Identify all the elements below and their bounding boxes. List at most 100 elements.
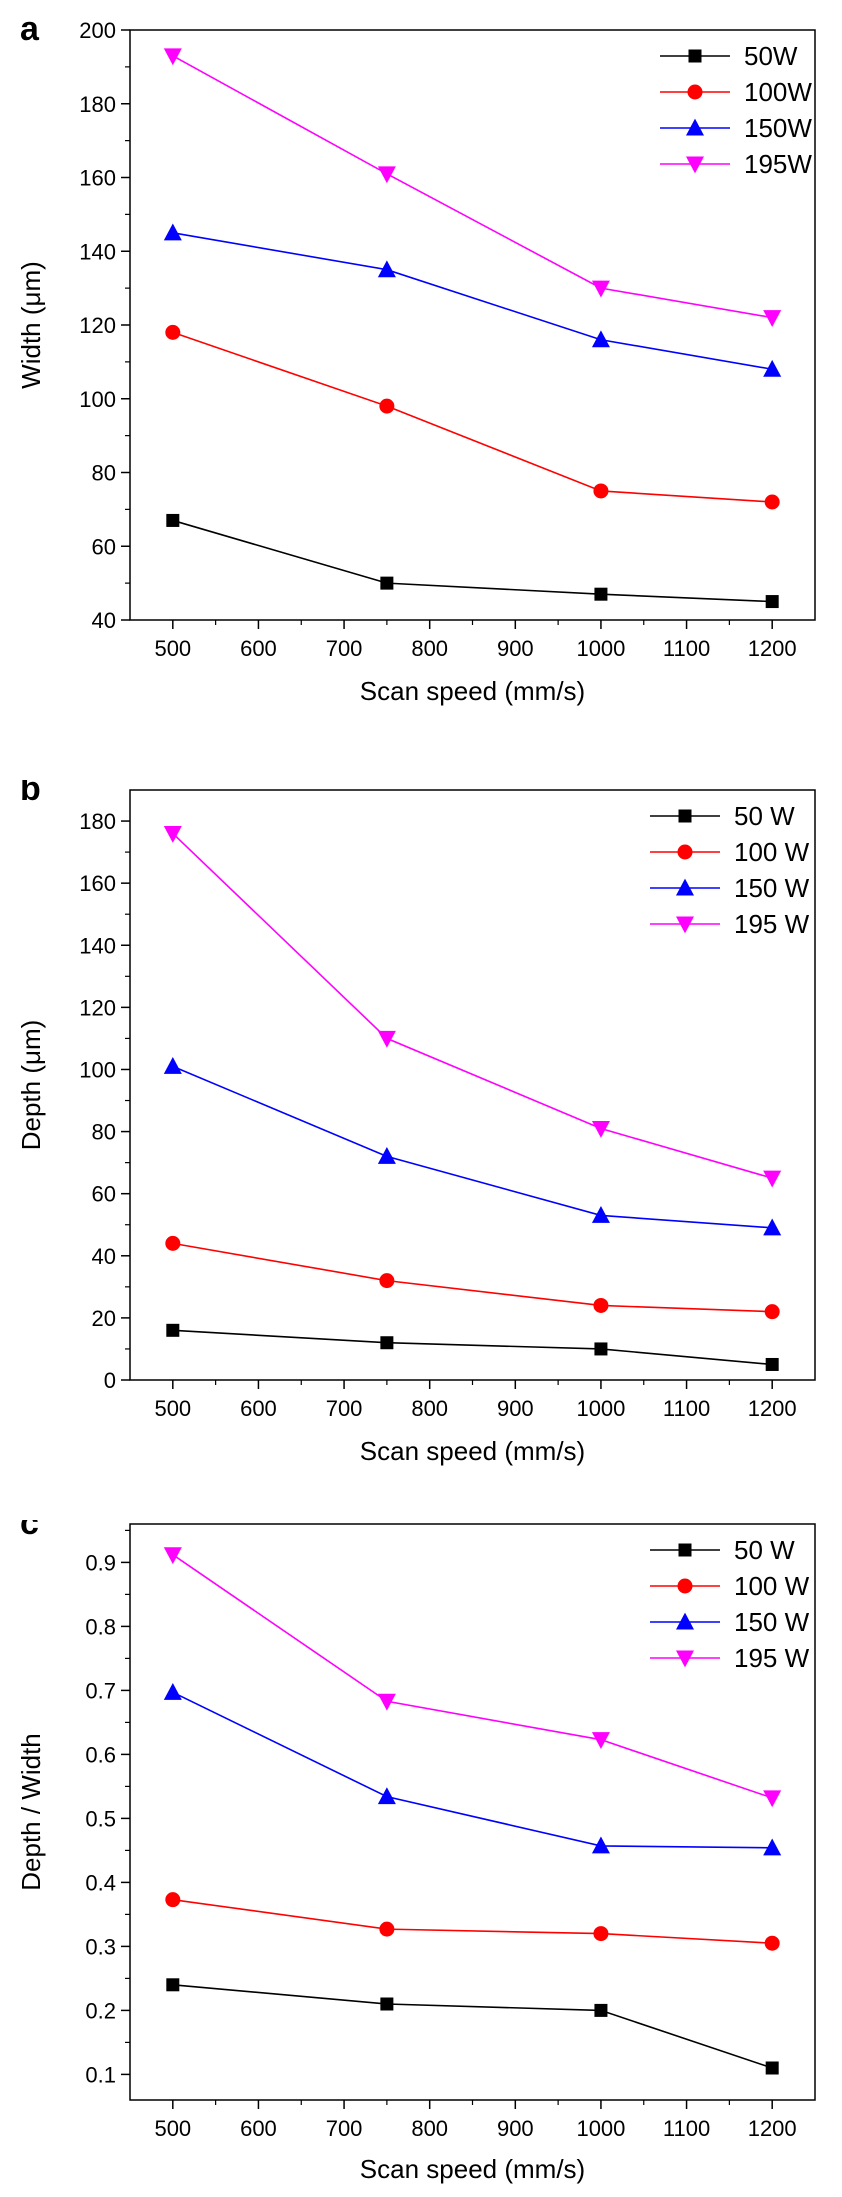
- chart-panel-c: c 500 600 700 800 900 1000 1100 1200 0.1 0.2 0.3 0.4…: [0, 1504, 842, 2192]
- y-tick-label: 0: [104, 1368, 116, 1393]
- y-tick-label: 0.5: [85, 1806, 116, 1831]
- x-tick-label: 900: [497, 636, 534, 661]
- x-tick-label: 1000: [576, 1396, 625, 1421]
- data-point: [163, 48, 182, 66]
- legend-marker: [676, 916, 694, 934]
- y-tick-label: 180: [79, 92, 116, 117]
- legend-marker: [677, 844, 693, 860]
- legend-label: 150 W: [734, 1607, 810, 1637]
- legend-label: 150W: [744, 113, 812, 143]
- data-point: [765, 2061, 779, 2075]
- chart-svg: c 500 600 700 800 900 1000 1100 1200 0.1 0.2 0.3 0.4…: [16, 1504, 816, 2184]
- legend-marker: [686, 156, 704, 174]
- x-tick-label: 500: [154, 636, 191, 661]
- data-point: [166, 1323, 180, 1337]
- plot-frame: [129, 789, 816, 1381]
- series-195w: [163, 48, 782, 327]
- x-tick-label: 1000: [576, 636, 625, 661]
- data-point: [166, 513, 180, 527]
- x-tick-label: 1200: [748, 636, 797, 661]
- y-tick-label: 40: [92, 1244, 116, 1269]
- data-point: [594, 1342, 608, 1356]
- data-point: [165, 324, 181, 340]
- series-line: [172, 1691, 773, 1849]
- series-line: [172, 1554, 773, 1799]
- x-tick-label: 1100: [663, 2116, 710, 2141]
- panel-letter: a: [20, 10, 40, 48]
- series-line: [172, 331, 773, 503]
- data-point: [163, 825, 182, 843]
- panel-letter: c: [20, 1520, 39, 1542]
- x-tick-label: 1000: [576, 2116, 625, 2141]
- y-tick-label: 0.1: [85, 2062, 116, 2087]
- data-point: [591, 1836, 610, 1854]
- data-point: [765, 1357, 779, 1371]
- series-100w: [165, 1892, 780, 1951]
- y-tick-label: 160: [79, 871, 116, 896]
- data-point: [765, 595, 779, 609]
- legend-marker: [687, 84, 703, 100]
- chart-panel-b: b 500 600 700 800 900 1000 1100 1200 0 20 40 60 80 100…: [0, 770, 842, 1480]
- legend-marker: [678, 1543, 692, 1557]
- legend-label: 100 W: [734, 1571, 810, 1601]
- series-line: [172, 55, 773, 319]
- series-50w: [166, 1978, 779, 2075]
- y-tick-label: 80: [92, 461, 116, 486]
- data-point: [163, 1682, 182, 1700]
- y-tick-label: 60: [92, 534, 116, 559]
- plot-frame: [129, 29, 816, 621]
- y-tick-label: 0.7: [85, 1678, 116, 1703]
- y-tick-label: 0.9: [85, 1550, 116, 1575]
- y-tick-label: 120: [79, 995, 116, 1020]
- data-point: [379, 1273, 395, 1289]
- series-100w: [165, 1235, 780, 1320]
- y-tick-label: 140: [79, 933, 116, 958]
- y-tick-label: 160: [79, 166, 116, 191]
- legend-label: 100W: [744, 77, 812, 107]
- data-point: [377, 1147, 396, 1164]
- chart-svg: a 500 600 700 800 900 1000 1100 1200 40 60 80 100 120…: [16, 10, 816, 706]
- legend-label: 150 W: [734, 873, 810, 903]
- y-tick-label: 40: [92, 608, 116, 633]
- series-150w: [163, 223, 782, 377]
- x-tick-label: 600: [240, 2116, 277, 2141]
- data-point: [380, 1997, 394, 2011]
- x-tick-label: 700: [326, 1396, 363, 1421]
- y-tick-label: 0.4: [85, 1870, 116, 1895]
- series-line: [172, 1329, 773, 1366]
- y-axis-title: Depth / Width: [16, 1733, 46, 1891]
- data-point: [591, 330, 610, 348]
- legend-marker: [676, 1650, 694, 1668]
- y-axis-title: Depth (μm): [16, 1020, 46, 1151]
- legend-label: 195 W: [734, 1643, 810, 1673]
- data-point: [593, 1297, 609, 1313]
- x-axis-title: Scan speed (mm/s): [360, 1436, 585, 1466]
- series-line: [172, 832, 773, 1179]
- y-tick-label: 140: [79, 239, 116, 264]
- legend-label: 100 W: [734, 837, 810, 867]
- data-point: [593, 1926, 609, 1942]
- data-point: [380, 576, 394, 590]
- y-tick-label: 60: [92, 1182, 116, 1207]
- y-tick-label: 0.3: [85, 1934, 116, 1959]
- data-point: [379, 398, 395, 414]
- series-195w: [163, 825, 782, 1188]
- y-tick-label: 80: [92, 1120, 116, 1145]
- legend: 50 W 100 W 150 W 195 W: [650, 801, 810, 939]
- data-point: [163, 1056, 182, 1074]
- data-point: [163, 1547, 182, 1565]
- data-point: [591, 1732, 610, 1750]
- data-point: [591, 1206, 610, 1223]
- x-tick-label: 1100: [663, 1396, 710, 1421]
- data-point: [377, 1787, 396, 1805]
- x-tick-label: 800: [411, 2116, 448, 2141]
- data-point: [591, 280, 610, 298]
- series-line: [172, 1898, 773, 1944]
- y-tick-label: 100: [79, 1057, 116, 1082]
- panel-letter: b: [20, 780, 41, 808]
- x-tick-label: 1200: [748, 1396, 797, 1421]
- data-point: [763, 1218, 782, 1236]
- data-point: [165, 1892, 181, 1908]
- legend-marker: [677, 1578, 693, 1594]
- x-axis-title: Scan speed (mm/s): [360, 2154, 585, 2184]
